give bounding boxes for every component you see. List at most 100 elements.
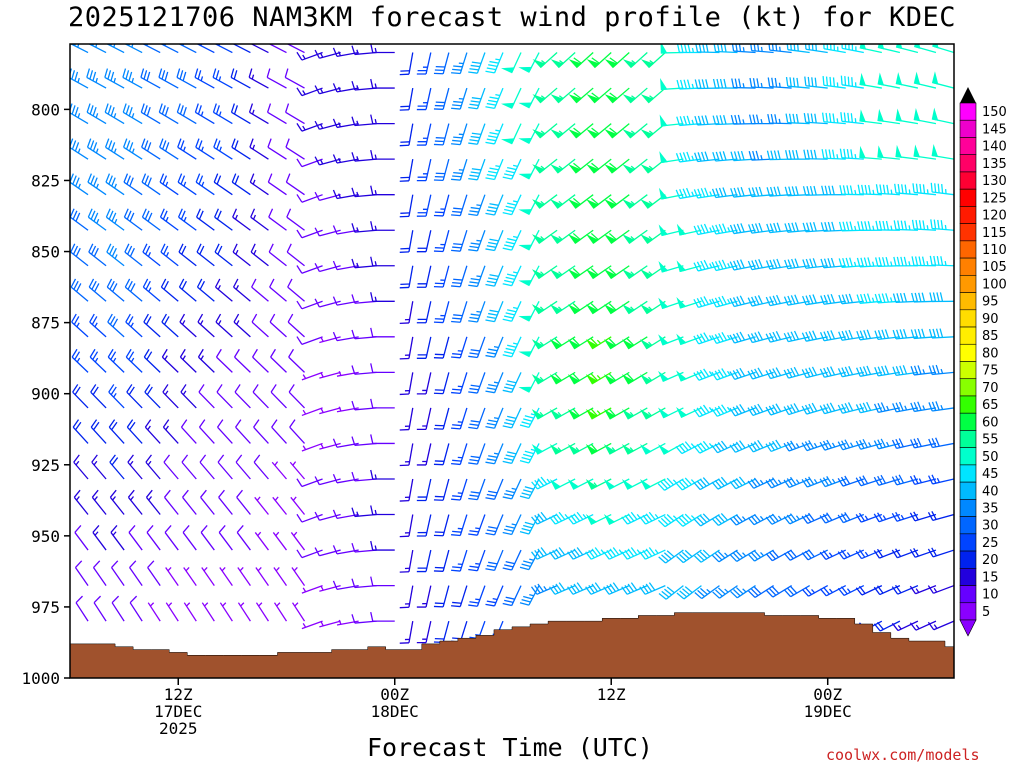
wind-barb [232,243,251,267]
wind-barb [892,328,918,340]
wind-barb [70,243,89,267]
wind-barb [912,183,937,196]
wind-barb [585,478,612,490]
wind-barb [250,208,269,231]
wind-barb [451,443,468,466]
y-tick-label: 1000 [21,669,60,688]
colorbar-swatch [959,447,977,466]
wind-barb [531,229,558,244]
wind-barb [927,620,954,631]
wind-barb [107,313,125,338]
wind-barb [180,384,197,409]
wind-barb [657,513,684,528]
wind-barb [319,407,341,415]
wind-barb [158,103,179,125]
wind-barb [518,229,540,251]
wind-barb [622,194,648,209]
wind-barb [658,187,684,200]
wind-barb [451,407,468,430]
wind-barb [296,336,323,345]
wind-barb [911,256,936,267]
wind-barb [73,489,89,515]
wind-barb [198,419,215,444]
wind-barb [468,514,486,536]
wind-barb [660,44,684,54]
wind-barb [518,336,540,358]
wind-barb [267,173,287,196]
wind-barb [111,560,125,586]
wind-barb [586,265,612,280]
wind-barb [287,313,305,338]
x-axis-label: Forecast Time (UTC) [367,733,653,762]
wind-barb [272,531,288,551]
wind-barb [621,478,648,490]
wind-barb [289,419,306,444]
wind-barb [271,461,287,480]
wind-barb [176,103,197,125]
wind-barb [219,602,233,622]
wind-barb [111,595,125,622]
wind-barb [621,371,648,385]
wind-barb [195,138,215,160]
wind-barb [822,76,846,89]
wind-barb [567,442,594,455]
wind-barb [370,363,395,374]
colorbar-swatch [959,292,977,311]
wind-barb [451,514,468,537]
wind-barb [105,173,125,196]
wind-barb [269,278,287,302]
wind-barb [621,442,648,455]
wind-barb [93,595,107,622]
wind-barb [271,419,287,444]
wind-barb [837,475,865,487]
wind-barb [296,478,323,488]
colorbar-swatch [959,378,977,397]
colorbar-swatch [959,171,977,190]
wind-barb [567,371,594,385]
wind-barb [913,144,937,160]
wind-barb [502,301,522,322]
wind-barb [236,525,251,551]
wind-barb [801,330,828,342]
wind-barb [675,151,702,163]
wind-barb [913,71,937,89]
wind-barb [399,585,414,609]
wind-barb [821,149,846,160]
colorbar-swatch [959,430,977,448]
credit-link[interactable]: coolwx.com/models [826,746,980,764]
wind-barb [177,173,197,196]
wind-barb [433,194,450,217]
wind-barb [485,301,504,323]
wind-barb [567,407,594,420]
wind-barb [803,113,828,125]
wind-barb [838,257,864,268]
wind-barb [909,511,937,522]
colorbar-swatch [959,481,977,500]
wind-barb [296,513,323,523]
wind-barb [468,336,486,359]
wind-barb [109,454,125,480]
wind-barb [266,103,287,125]
wind-barb [839,148,864,160]
wind-barb [549,265,576,280]
wind-barb [859,109,882,125]
colorbar-swatch [959,464,977,483]
wind-barb [178,44,197,54]
wind-barb [485,549,504,572]
wind-barb [931,144,954,160]
colorbar-swatch [959,119,977,138]
x-tick-label: 00Z [380,685,409,704]
wind-barb [164,525,179,551]
wind-barb [88,243,107,267]
wind-barb [855,512,883,523]
wind-barb [550,52,576,69]
wind-barb [711,223,738,235]
wind-barb [165,602,179,622]
wind-barb [838,293,864,305]
wind-barb [711,549,738,563]
wind-barb [567,511,594,525]
wind-barb [711,368,738,381]
wind-barb [801,402,828,415]
wind-barb [301,407,323,417]
